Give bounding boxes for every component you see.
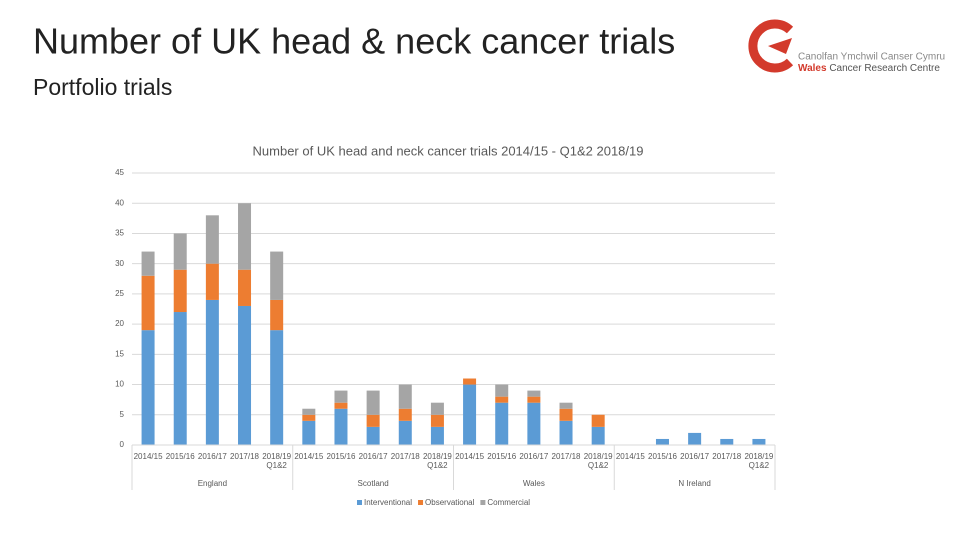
logo: Canolfan Ymchwil Canser Cymru Wales Canc… <box>748 19 945 74</box>
bar-segment <box>463 378 477 385</box>
bar-segment <box>495 384 509 397</box>
y-tick-label: 25 <box>115 289 124 298</box>
bar-segment <box>527 396 541 403</box>
bar-segment <box>366 426 380 445</box>
x-tick-label: 2017/18 <box>390 452 420 461</box>
x-tick-label: 2016/17 <box>197 452 227 461</box>
bar-segment <box>141 275 155 331</box>
bar-segment <box>527 390 541 397</box>
legend-label: Commercial <box>487 498 530 507</box>
x-tick-label: 2017/18 <box>712 452 742 461</box>
bar-segment <box>334 390 348 403</box>
bar-segment <box>238 203 252 270</box>
y-tick-label: 10 <box>115 380 124 389</box>
bar-segment <box>720 438 734 445</box>
bar-segment <box>527 402 541 445</box>
bar-segment <box>430 414 444 427</box>
logo-mark <box>748 19 794 73</box>
bar-segment <box>398 408 412 421</box>
y-tick-label: 15 <box>115 349 124 358</box>
group-label: England <box>198 479 227 488</box>
bar-segment <box>591 414 605 427</box>
bar-segment <box>270 251 284 300</box>
logo-mark <box>768 38 792 54</box>
slide-title: Number of UK head & neck cancer trials <box>33 21 675 62</box>
group-label: Wales <box>523 479 545 488</box>
bar-segment <box>559 408 573 421</box>
y-tick-label: 40 <box>115 198 124 207</box>
legend-swatch <box>480 500 486 505</box>
x-tick-label: 2014/15 <box>294 452 324 461</box>
x-tick-label: 2017/18 <box>551 452 581 461</box>
bar-segment <box>591 426 605 445</box>
legend-label: Interventional <box>364 498 412 507</box>
bar-segment <box>173 233 187 270</box>
x-tick-label: 2015/16 <box>487 452 517 461</box>
x-tick-label: 2018/19 Q1&2 <box>583 452 613 470</box>
slide-subtitle: Portfolio trials <box>33 74 172 100</box>
bar-segment <box>559 420 573 445</box>
x-tick-label: 2014/15 <box>455 452 485 461</box>
bar-segment <box>205 263 219 300</box>
bar-segment <box>366 414 380 427</box>
legend-swatch <box>418 500 424 505</box>
legend-label: Observational <box>425 498 475 507</box>
bar-segment <box>398 384 412 409</box>
x-tick-label: 2015/16 <box>165 452 195 461</box>
logo-text: Wales <box>798 63 827 74</box>
logo-text: Cancer Research Centre <box>829 63 940 74</box>
x-tick-label: 2015/16 <box>648 452 677 461</box>
x-tick-label: 2018/19 Q1&2 <box>422 452 452 470</box>
bar-segment <box>398 420 412 445</box>
x-tick-label: 2015/16 <box>326 452 356 461</box>
logo-text: Wales Cancer Research Centre <box>798 63 940 74</box>
legend-swatch <box>357 500 362 505</box>
group-label: N Ireland <box>678 479 710 488</box>
x-tick-label: 2017/18 <box>230 452 259 461</box>
x-tick-label: 2018/19 Q1&2 <box>744 452 774 470</box>
bar-segment <box>302 414 316 421</box>
x-tick-label: 2016/17 <box>358 452 388 461</box>
bar-segment <box>463 384 477 445</box>
bar-segment <box>302 420 316 445</box>
group-label: Scotland <box>358 479 389 488</box>
x-tick-label: 2016/17 <box>680 452 710 461</box>
x-tick-label: 2016/17 <box>519 452 549 461</box>
y-tick-label: 20 <box>115 319 124 328</box>
bar-segment <box>688 432 702 445</box>
bar-segment <box>366 390 380 415</box>
bar-segment <box>495 396 509 403</box>
x-tick-label: 2014/15 <box>133 452 163 461</box>
y-tick-label: 5 <box>120 410 125 419</box>
bar-segment <box>334 408 348 445</box>
chart-title: Number of UK head and neck cancer trials… <box>253 143 644 158</box>
bar-segment <box>334 402 348 409</box>
bar-segment <box>141 330 155 445</box>
bar-segment <box>238 305 252 445</box>
bar-segment <box>173 312 187 445</box>
x-tick-label: 2018/19 Q1&2 <box>262 452 292 470</box>
bar-segment <box>270 330 284 445</box>
logo-text: Canolfan Ymchwil Canser Cymru <box>798 52 945 63</box>
bar-segment <box>430 426 444 445</box>
bar-segment <box>655 438 669 445</box>
bar-segment <box>302 408 316 415</box>
y-tick-label: 45 <box>115 168 124 177</box>
bar-segment <box>205 299 219 445</box>
bar-segment <box>173 269 187 313</box>
y-tick-label: 30 <box>115 259 124 268</box>
x-tick-label: 2014/15 <box>615 452 645 461</box>
y-tick-label: 0 <box>120 440 125 449</box>
y-tick-label: 35 <box>115 229 124 238</box>
bar-segment <box>270 299 284 331</box>
bar-segment <box>205 215 219 264</box>
bar-segment <box>430 402 444 415</box>
bar-segment <box>559 402 573 409</box>
bar-segment <box>752 438 766 445</box>
bar-segment <box>238 269 252 306</box>
bar-segment <box>141 251 155 276</box>
bar-segment <box>495 402 509 445</box>
